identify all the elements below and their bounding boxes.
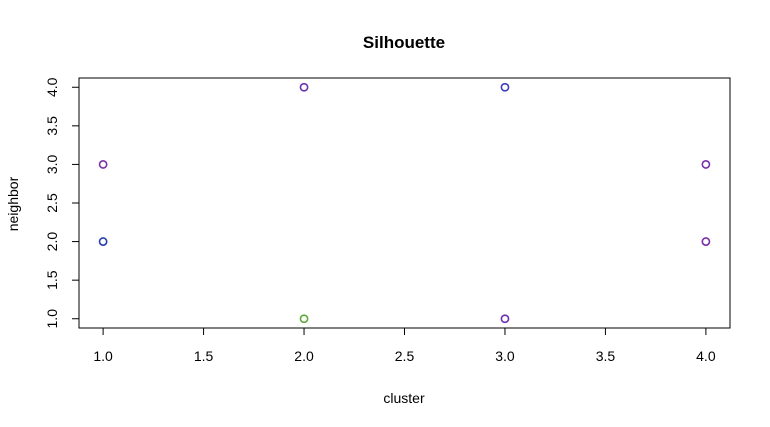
x-tick-label: 4.0 [696, 348, 716, 364]
scatter-point [500, 314, 510, 324]
y-axis: 1.0 1.5 2.0 2.5 3.0 3.5 4.0 [44, 77, 80, 329]
y-tick-label: 3.0 [44, 154, 60, 174]
scatter-point [299, 82, 309, 92]
y-axis-label: neighbor [5, 176, 21, 231]
scatter-point [500, 82, 510, 92]
y-tick-label: 2.5 [44, 193, 60, 213]
y-tick-label: 2.0 [44, 232, 60, 252]
chart-title: Silhouette [363, 33, 445, 52]
scatter-point [701, 160, 711, 169]
y-tick-label: 4.0 [44, 77, 60, 97]
y-tick-label: 1.0 [44, 309, 60, 329]
x-axis: 1.0 1.5 2.0 2.5 3.0 3.5 4.0 [93, 327, 716, 364]
y-tick-label: 3.5 [44, 116, 60, 136]
y-tick-label: 1.5 [44, 270, 60, 290]
x-axis-label: cluster [383, 390, 425, 406]
scatter-point [701, 237, 711, 246]
scatter-point [299, 314, 309, 324]
x-tick-label: 3.5 [596, 348, 616, 364]
data-points [98, 82, 711, 324]
plot-frame [78, 77, 731, 329]
scatter-point [98, 160, 108, 169]
x-tick-label: 1.5 [194, 348, 214, 364]
x-tick-label: 2.0 [294, 348, 314, 364]
x-tick-label: 3.0 [495, 348, 515, 364]
x-tick-label: 1.0 [93, 348, 113, 364]
x-tick-label: 2.5 [395, 348, 415, 364]
scatter-point [98, 237, 108, 246]
